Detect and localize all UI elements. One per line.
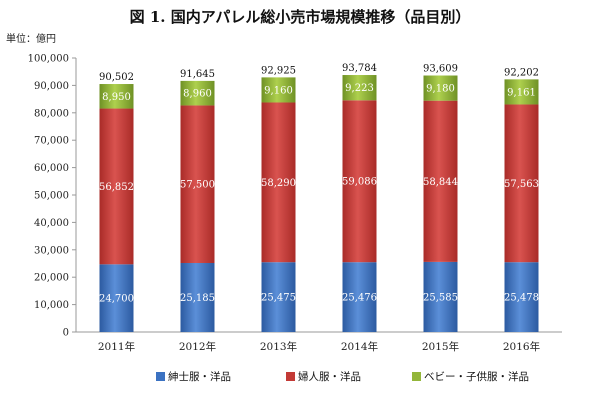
y-tick-label: 20,000 [34, 273, 69, 284]
y-tick-label: 30,000 [34, 245, 69, 256]
x-tick-label: 2016年 [503, 340, 540, 353]
legend-swatch [412, 372, 421, 381]
segment-value-label: 57,563 [504, 179, 539, 190]
segment-value-label: 25,185 [180, 293, 215, 304]
y-tick-label: 100,000 [28, 54, 69, 65]
segment-value-label: 25,475 [261, 293, 296, 304]
bar-segment [261, 77, 296, 103]
bar-segment [180, 80, 215, 106]
bar-segment [342, 75, 377, 101]
y-tick-label: 80,000 [34, 108, 69, 119]
unit-label: 単位：億円 [6, 32, 56, 45]
y-tick-label: 0 [63, 328, 69, 339]
segment-value-label: 9,160 [264, 85, 293, 96]
segment-value-label: 25,478 [504, 293, 539, 304]
total-value-label: 92,202 [504, 67, 539, 78]
segment-value-label: 59,086 [342, 177, 377, 188]
y-tick-label: 70,000 [34, 136, 69, 147]
segment-value-label: 57,500 [180, 180, 215, 191]
y-tick-label: 60,000 [34, 163, 69, 174]
segment-value-label: 8,950 [102, 92, 131, 103]
bar-segment [261, 262, 296, 332]
chart-title: 図 1. 国内アパレル総小売市場規模推移（品目別） [130, 8, 471, 26]
y-tick-label: 90,000 [34, 81, 69, 92]
bars [99, 75, 539, 332]
bar-segment [342, 262, 377, 332]
bar-segment [504, 79, 539, 105]
x-tick-label: 2015年 [422, 340, 459, 353]
segment-value-label: 9,223 [345, 83, 374, 94]
legend-swatch [156, 372, 165, 381]
y-tick-label: 10,000 [34, 300, 69, 311]
legend-swatch [286, 372, 295, 381]
bar-segment [423, 100, 458, 262]
total-value-label: 91,645 [180, 69, 215, 80]
data-labels: 24,700 56,852 8,950 90,502 25,185 57,500 8,960… [99, 63, 539, 305]
segment-value-label: 9,180 [426, 84, 455, 95]
total-value-label: 90,502 [99, 72, 134, 83]
bar-segment [99, 264, 134, 332]
segment-value-label: 8,960 [183, 89, 212, 100]
y-tick-label: 50,000 [34, 191, 69, 202]
legend-label: 婦人服・洋品 [298, 370, 361, 383]
bar-segment [504, 262, 539, 332]
segment-value-label: 56,852 [99, 182, 134, 193]
bar-segment [423, 75, 458, 101]
legend-label: ベビー・子供服・洋品 [424, 370, 529, 383]
x-tick-label: 2014年 [341, 340, 378, 353]
segment-value-label: 58,290 [261, 178, 296, 189]
segment-value-label: 9,161 [507, 87, 536, 98]
segment-value-label: 25,476 [342, 293, 377, 304]
segment-value-label: 24,700 [99, 294, 134, 305]
bar-segment [180, 262, 215, 332]
bar-segment [180, 105, 215, 263]
x-tick-label: 2011年 [98, 340, 135, 353]
bar-segment [99, 108, 134, 265]
axes: 0 10,000 20,000 30,000 40,000 50,000 60,000 70,… [28, 54, 562, 353]
x-tick-label: 2013年 [260, 340, 297, 353]
bar-segment [423, 261, 458, 332]
bar-segment [342, 100, 377, 263]
total-value-label: 92,925 [261, 65, 296, 76]
legend: 紳士服・洋品 婦人服・洋品 ベビー・子供服・洋品 [156, 370, 529, 383]
segment-value-label: 58,844 [423, 177, 458, 188]
total-value-label: 93,609 [423, 64, 458, 75]
bar-segment [99, 84, 134, 109]
bar-segment [504, 104, 539, 263]
x-tick-label: 2012年 [179, 340, 216, 353]
y-tick-label: 40,000 [34, 218, 69, 229]
legend-label: 紳士服・洋品 [168, 370, 231, 383]
segment-value-label: 25,585 [423, 292, 458, 303]
total-value-label: 93,784 [342, 63, 377, 74]
bar-segment [261, 102, 296, 263]
